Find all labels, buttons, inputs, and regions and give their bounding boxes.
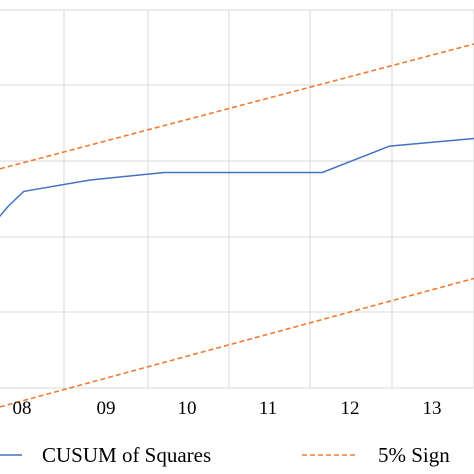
legend-label-1: 5% Sign bbox=[378, 443, 450, 467]
x-tick-label: 10 bbox=[178, 398, 197, 419]
significance-bound-line-1 bbox=[0, 43, 474, 170]
series-lines bbox=[0, 43, 474, 408]
legend-label-0: CUSUM of Squares bbox=[42, 443, 211, 467]
x-tick-label: 13 bbox=[423, 398, 442, 419]
significance-bound-line-2 bbox=[0, 277, 474, 408]
x-tick-label: 11 bbox=[259, 398, 277, 419]
grid bbox=[0, 9, 474, 389]
x-tick-labels: 08 09 10 11 12 13 bbox=[13, 398, 442, 419]
x-tick-label: 08 bbox=[13, 398, 32, 419]
legend: CUSUM of Squares 5% Sign bbox=[0, 443, 450, 467]
cusum-line bbox=[0, 137, 474, 218]
x-tick-label: 12 bbox=[341, 398, 360, 419]
x-tick-label: 09 bbox=[97, 398, 116, 419]
